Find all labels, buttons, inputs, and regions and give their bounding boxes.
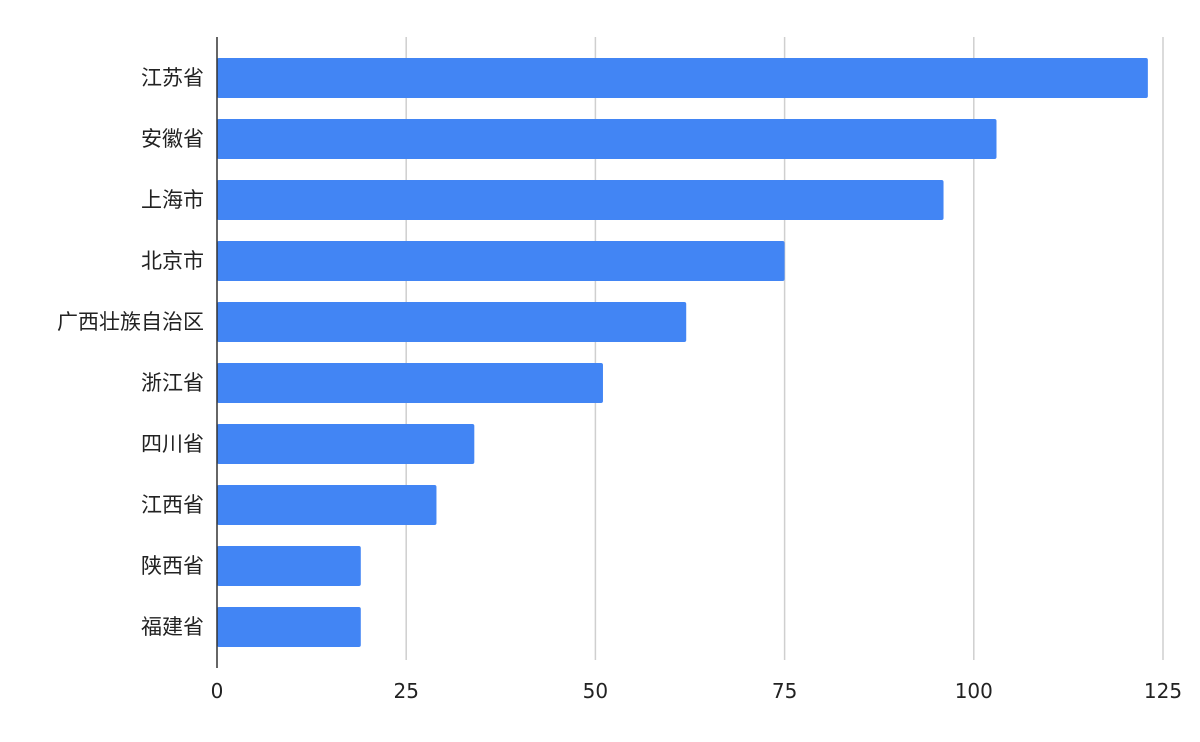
category-label-6: 四川省 <box>141 432 204 456</box>
bar-7 <box>217 485 437 525</box>
x-tick-label-100: 100 <box>955 679 993 703</box>
bar-8 <box>217 546 361 586</box>
bars <box>217 58 1148 647</box>
category-label-8: 陕西省 <box>141 554 204 578</box>
category-label-7: 江西省 <box>141 493 204 517</box>
bar-0 <box>217 58 1148 98</box>
bar-1 <box>217 119 997 159</box>
x-tick-label-50: 50 <box>583 679 608 703</box>
x-tick-labels: 0 25 50 75 100 125 <box>211 679 1182 703</box>
x-tick-label-0: 0 <box>211 679 224 703</box>
category-label-2: 上海市 <box>141 188 204 212</box>
category-label-1: 安徽省 <box>141 127 204 151</box>
category-label-0: 江苏省 <box>141 66 204 90</box>
x-tick-label-25: 25 <box>393 679 418 703</box>
category-label-5: 浙江省 <box>141 371 204 395</box>
bar-3 <box>217 241 785 281</box>
category-label-9: 福建省 <box>141 615 204 639</box>
bar-9 <box>217 607 361 647</box>
bar-6 <box>217 424 475 464</box>
x-tick-label-125: 125 <box>1144 679 1182 703</box>
bar-2 <box>217 180 944 220</box>
x-tick-label-75: 75 <box>772 679 797 703</box>
bar-4 <box>217 302 687 342</box>
bar-5 <box>217 363 603 403</box>
category-label-4: 广西壮族自治区 <box>57 310 204 334</box>
category-label-3: 北京市 <box>141 249 204 273</box>
